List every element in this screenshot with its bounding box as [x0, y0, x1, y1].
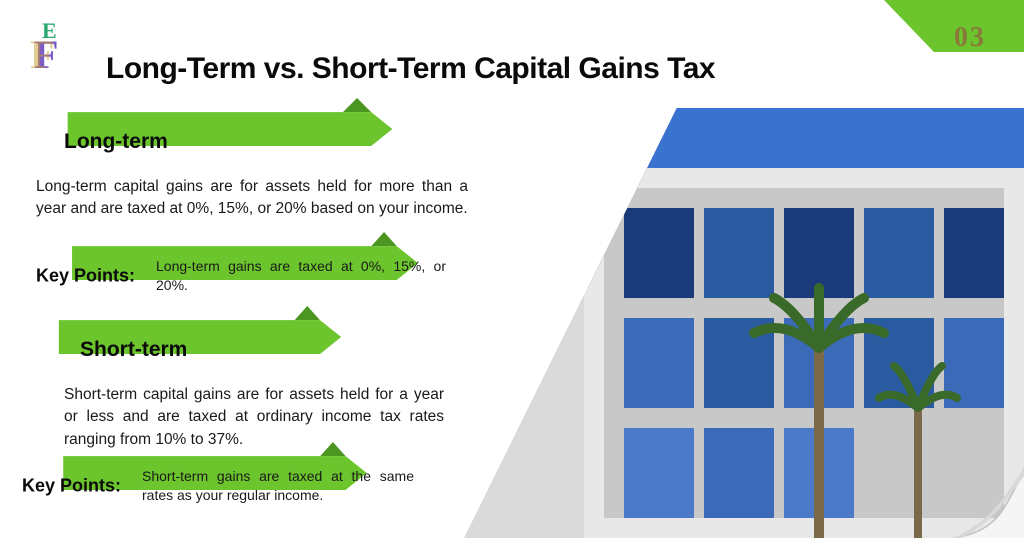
svg-text:F: F [30, 32, 54, 77]
corner-accent [824, 0, 1024, 80]
section-heading-ribbon: Long-term [0, 118, 460, 166]
section-heading-ribbon: Short-term [0, 326, 400, 374]
section-heading: Short-term [80, 338, 187, 362]
section-heading: Long-term [64, 130, 168, 154]
key-points-label: Key Points: [22, 476, 121, 497]
hero-image [464, 108, 1024, 538]
key-points-row: Key Points: Long-term gains are taxed at… [0, 252, 490, 300]
page-number: 03 [954, 22, 986, 54]
page-curl-decoration [954, 468, 1024, 538]
page-title: Long-Term vs. Short-Term Capital Gains T… [106, 52, 715, 86]
key-points-text: Long-term gains are taxed at 0%, 15%, or… [156, 257, 446, 295]
logo: E F F [28, 18, 88, 78]
key-points-label: Key Points: [36, 266, 135, 287]
key-points-row: Key Points: Short-term gains are taxed a… [0, 462, 430, 510]
section-body: Long-term capital gains are for assets h… [36, 176, 468, 221]
key-points-text: Short-term gains are taxed at the same r… [142, 467, 414, 505]
